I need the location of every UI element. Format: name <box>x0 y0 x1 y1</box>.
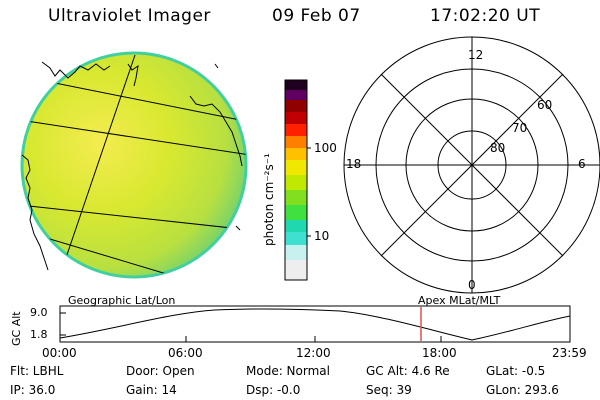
polar-ring-80: 80 <box>490 141 506 155</box>
status-filter: Flt: LBHL <box>10 364 64 378</box>
polar-label-6: 6 <box>578 157 586 171</box>
instrument-title: Ultraviolet Imager <box>48 6 211 26</box>
polar-ring-70: 70 <box>512 121 528 135</box>
status-mode: Mode: Normal <box>246 364 330 378</box>
track-x-tick-1200: 12:00 <box>296 346 331 360</box>
track-right-title: Apex MLat/MLT <box>418 294 501 307</box>
altitude-track-plot <box>59 305 571 343</box>
uv-globe-image <box>20 51 248 279</box>
coastline-outline <box>21 61 243 271</box>
status-ip: IP: 36.0 <box>10 383 56 397</box>
colorbar-axis-label: photon cm⁻²s⁻¹ <box>262 153 276 246</box>
status-door: Door: Open <box>126 364 195 378</box>
colorbar <box>284 79 311 281</box>
track-y-tick-high: 9.0 <box>30 306 48 319</box>
track-x-tick-1800: 18:00 <box>422 346 457 360</box>
track-left-title: Geographic Lat/Lon <box>68 294 176 307</box>
status-dsp: Dsp: -0.0 <box>246 383 301 397</box>
status-glon: GLon: 293.6 <box>486 383 559 397</box>
colorbar-tick-10: 10 <box>314 229 330 243</box>
date-label: 09 Feb 07 <box>272 6 361 26</box>
track-y-axis-label: GC Alt <box>10 311 23 346</box>
polar-label-12: 12 <box>468 48 484 62</box>
track-y-tick-low: 1.8 <box>30 328 48 341</box>
track-x-tick-0600: 06:00 <box>168 346 203 360</box>
time-label: 17:02:20 UT <box>430 6 541 26</box>
status-seq: Seq: 39 <box>366 383 412 397</box>
polar-label-0: 0 <box>468 278 476 292</box>
status-glat: GLat: -0.5 <box>486 364 546 378</box>
track-x-tick-2359: 23:59 <box>552 346 587 360</box>
polar-grid <box>343 36 600 294</box>
polar-ring-60: 60 <box>537 98 553 112</box>
status-gain: Gain: 14 <box>126 383 177 397</box>
colorbar-tick-100: 100 <box>314 141 337 155</box>
track-x-tick-0000: 00:00 <box>42 346 77 360</box>
polar-label-18: 18 <box>346 157 362 171</box>
status-gc-alt: GC Alt: 4.6 Re <box>366 364 450 378</box>
